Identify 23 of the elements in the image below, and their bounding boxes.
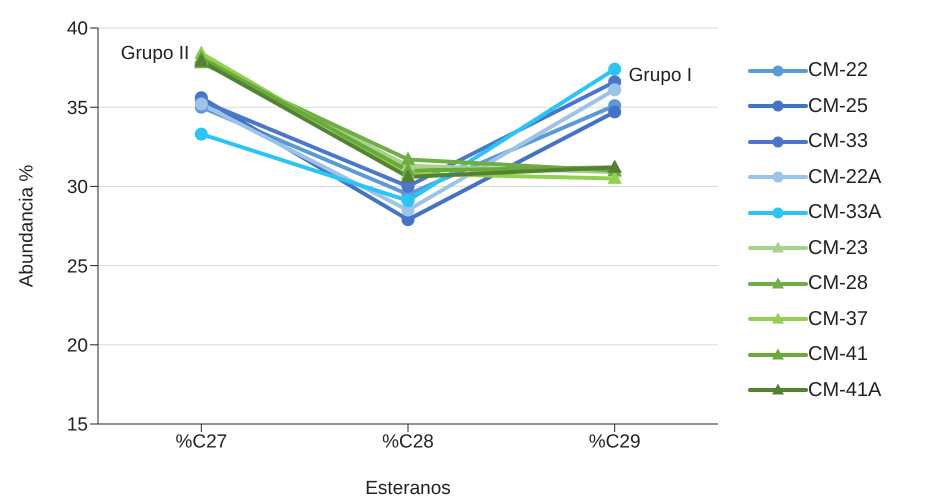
y-tick-label: 35 (66, 98, 88, 119)
y-tick-label: 15 (66, 414, 88, 436)
legend-label: CM-33A (808, 201, 882, 224)
x-tick-label: %C29 (588, 431, 641, 452)
annotation: Grupo II (120, 42, 190, 64)
legend-label: CM-28 (808, 272, 868, 296)
y-tick-label: 25 (66, 256, 88, 278)
legend-label: CM-23 (808, 236, 868, 260)
legend-label: CM-22A (808, 166, 882, 189)
x-axis-title: Esteranos (365, 478, 451, 499)
legend-label: CM-25 (808, 94, 868, 118)
y-tick-label: 30 (66, 177, 88, 198)
legend-label: CM-41 (808, 343, 868, 366)
y-tick-label: 20 (66, 336, 88, 357)
y-axis-title: Abundancia % (16, 164, 38, 288)
x-tick-label: %C28 (382, 431, 434, 452)
x-tick-label: %C27 (175, 431, 228, 452)
annotation: Grupo I (628, 64, 692, 87)
legend-label: CM-22 (808, 59, 868, 82)
y-tick-label: 40 (66, 18, 88, 40)
legend-label: CM-37 (808, 308, 868, 331)
legend-label: CM-41A (808, 378, 882, 402)
legend-label: CM-33 (808, 130, 868, 154)
